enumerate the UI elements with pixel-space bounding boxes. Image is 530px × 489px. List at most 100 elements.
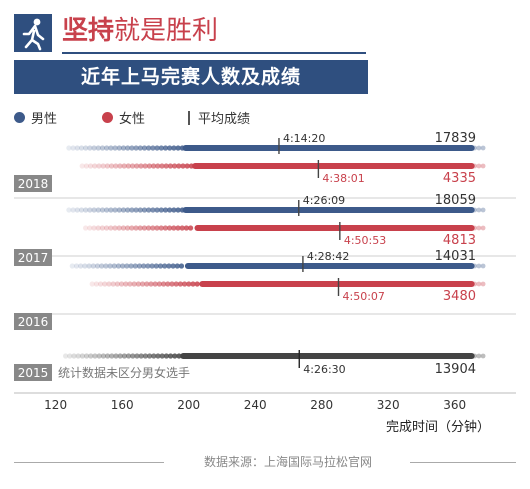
subtitle: 近年上马完赛人数及成绩: [80, 66, 301, 88]
male-runner-dot: [132, 263, 138, 269]
combined-count: 13904: [435, 362, 476, 377]
male-runner-dot: [167, 207, 173, 213]
female-runner-dot: [176, 163, 182, 169]
female-runner-dot: [171, 225, 177, 231]
year-badge: [14, 249, 52, 266]
combined-runner-dot: [476, 353, 482, 359]
male-runner-dot: [170, 263, 176, 269]
male-runner-dot: [133, 207, 139, 213]
male-runner-dot: [141, 207, 148, 213]
male-runner-dot: [125, 207, 131, 213]
male-runner-dot: [70, 145, 76, 151]
male-runner-dot: [149, 263, 155, 269]
male-runner-dot: [472, 145, 478, 151]
female-runner-dot: [109, 163, 115, 169]
male-runner-dot: [74, 207, 80, 213]
male-runner-dot: [104, 207, 110, 213]
female-runner-dot: [194, 281, 200, 287]
female-runner-dot: [148, 281, 154, 287]
female-runner-dot: [125, 163, 131, 169]
male-runner-dot: [128, 263, 134, 269]
male-runner-dot: [120, 207, 127, 213]
male-runner-dot: [83, 145, 89, 151]
male-runner-dot: [104, 145, 110, 151]
female-runner-dot: [88, 163, 94, 169]
combined-runner-dot: [84, 353, 90, 359]
female-runner-dot: [480, 281, 486, 287]
female-runner-dot: [91, 225, 97, 231]
female-runner-dot: [123, 281, 129, 287]
year-badge: [14, 175, 52, 192]
female-runner-dot: [95, 225, 101, 231]
male-runner-dot: [480, 207, 486, 213]
male-runner-dot: [86, 263, 92, 269]
combined-runner-dot: [121, 353, 127, 359]
page-title: 坚持就是胜利: [62, 10, 218, 47]
male-runner-dot: [167, 145, 173, 151]
female-runner-dot: [169, 281, 175, 287]
combined-average-label: 4:26:30: [303, 363, 345, 376]
title-underline: [62, 52, 366, 54]
combined-runner-dot: [142, 353, 148, 359]
female-runner-dot: [156, 281, 162, 287]
combined-runner-dot: [105, 353, 111, 359]
female-runner-dot: [472, 225, 478, 231]
female-runner-dot: [184, 163, 190, 169]
female-runner-dot: [146, 225, 152, 231]
female-runner-dot: [114, 281, 120, 287]
male-runner-dot: [150, 145, 156, 151]
male-runner-dot: [171, 145, 177, 151]
male-runner-dot: [107, 263, 113, 269]
combined-band: [180, 353, 475, 359]
male-runner-dot: [129, 207, 135, 213]
female-runner-dot: [182, 281, 188, 287]
female-runner-dot: [113, 163, 119, 169]
male-runner-dot: [108, 207, 114, 213]
male-runner-dot: [73, 263, 80, 269]
year-label: 2016: [18, 315, 49, 329]
female-count: 3480: [443, 289, 476, 304]
male-runner-dot: [87, 207, 93, 213]
male-runner-dot: [136, 263, 143, 269]
male-runner-dot: [157, 263, 164, 269]
female-runner-dot: [476, 225, 482, 231]
male-runner-dot: [158, 207, 164, 213]
male-runner-dot: [178, 263, 185, 269]
female-runner-dot: [130, 163, 136, 169]
female-runner-dot: [144, 281, 150, 287]
year-label: 2015: [18, 366, 49, 380]
male-runner-dot: [476, 263, 482, 269]
legend-male-dot: [14, 112, 25, 123]
legend-item-average: 平均成绩: [188, 108, 250, 127]
year-label: 2018: [18, 177, 49, 191]
year-badge: [14, 364, 52, 381]
x-tick-label: 360: [443, 398, 466, 412]
male-runner-dot: [175, 145, 181, 151]
female-runner-dot: [190, 281, 196, 287]
male-runner-dot: [141, 145, 148, 151]
female-runner-dot: [186, 281, 192, 287]
male-runner-dot: [124, 263, 130, 269]
female-runner-dot: [183, 225, 189, 231]
male-count: 14031: [435, 249, 476, 264]
combined-runner-dot: [126, 353, 132, 359]
male-band: [184, 263, 475, 269]
male-runner-dot: [78, 207, 85, 213]
x-tick-label: 200: [177, 398, 200, 412]
female-runner-dot: [154, 225, 160, 231]
male-runner-dot: [90, 263, 96, 269]
legend-item-female: 女性: [102, 108, 145, 127]
female-runner-dot: [100, 163, 106, 169]
combined-runner-dot: [159, 353, 165, 359]
combined-runner-dot: [480, 353, 486, 359]
female-runner-dot: [476, 281, 482, 287]
female-runner-dot: [116, 225, 122, 231]
male-runner-dot: [95, 145, 101, 151]
female-runner-dot: [134, 163, 140, 169]
male-runner-dot: [87, 145, 93, 151]
female-average-label: 4:38:01: [322, 172, 364, 185]
footer-rule-left: [14, 462, 164, 463]
female-runner-dot: [119, 281, 125, 287]
male-count: 18059: [435, 193, 476, 208]
female-runner-dot: [104, 163, 110, 169]
